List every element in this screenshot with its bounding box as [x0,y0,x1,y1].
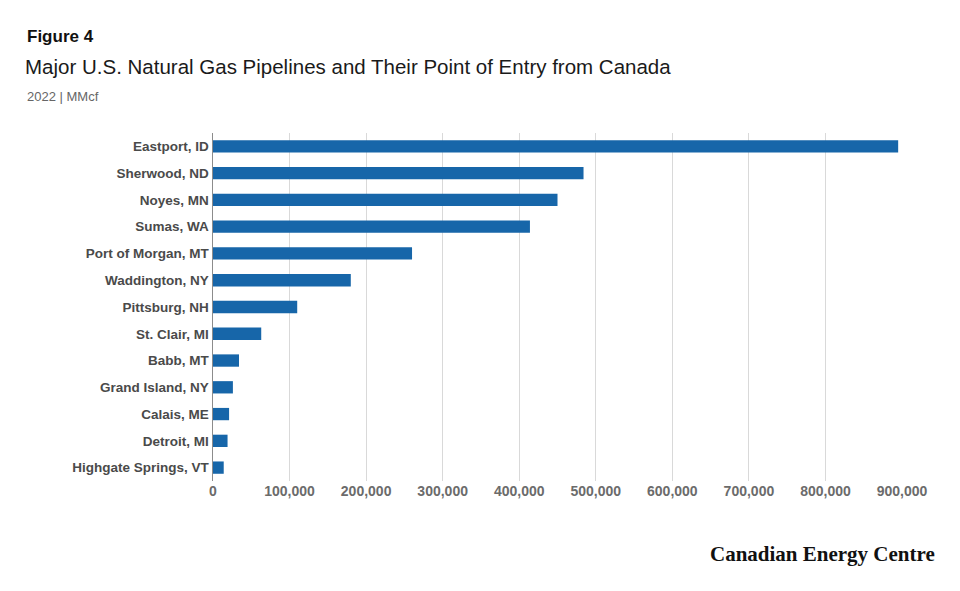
svg-text:Pittsburg, NH: Pittsburg, NH [123,300,209,315]
svg-text:Detroit, MI: Detroit, MI [143,434,209,449]
svg-text:Major U.S. Natural Gas Pipelin: Major U.S. Natural Gas Pipelines and The… [25,55,671,78]
svg-text:2022 | MMcf: 2022 | MMcf [27,89,99,104]
svg-text:Babb, MT: Babb, MT [148,353,209,368]
svg-text:Calais, ME: Calais, ME [141,407,209,422]
svg-text:Sherwood, ND: Sherwood, ND [117,166,210,181]
svg-text:300,000: 300,000 [417,483,468,499]
svg-text:500,000: 500,000 [570,483,621,499]
svg-text:0: 0 [209,483,217,499]
svg-text:Port of Morgan, MT: Port of Morgan, MT [86,246,210,261]
svg-text:800,000: 800,000 [800,483,851,499]
svg-text:Noyes, MN: Noyes, MN [140,193,209,208]
svg-text:900,000: 900,000 [877,483,928,499]
svg-text:Eastport, ID: Eastport, ID [133,139,209,154]
svg-text:400,000: 400,000 [494,483,545,499]
svg-text:Canadian Energy Centre: Canadian Energy Centre [710,542,935,566]
svg-text:Highgate Springs, VT: Highgate Springs, VT [72,460,209,475]
svg-text:St. Clair, MI: St. Clair, MI [136,326,209,341]
svg-text:Waddington, NY: Waddington, NY [105,273,209,288]
svg-text:700,000: 700,000 [724,483,775,499]
svg-text:Grand Island, NY: Grand Island, NY [100,380,209,395]
svg-text:600,000: 600,000 [647,483,698,499]
svg-text:100,000: 100,000 [264,483,315,499]
svg-text:200,000: 200,000 [341,483,392,499]
svg-text:Figure 4: Figure 4 [27,27,94,46]
svg-text:Sumas, WA: Sumas, WA [135,219,209,234]
